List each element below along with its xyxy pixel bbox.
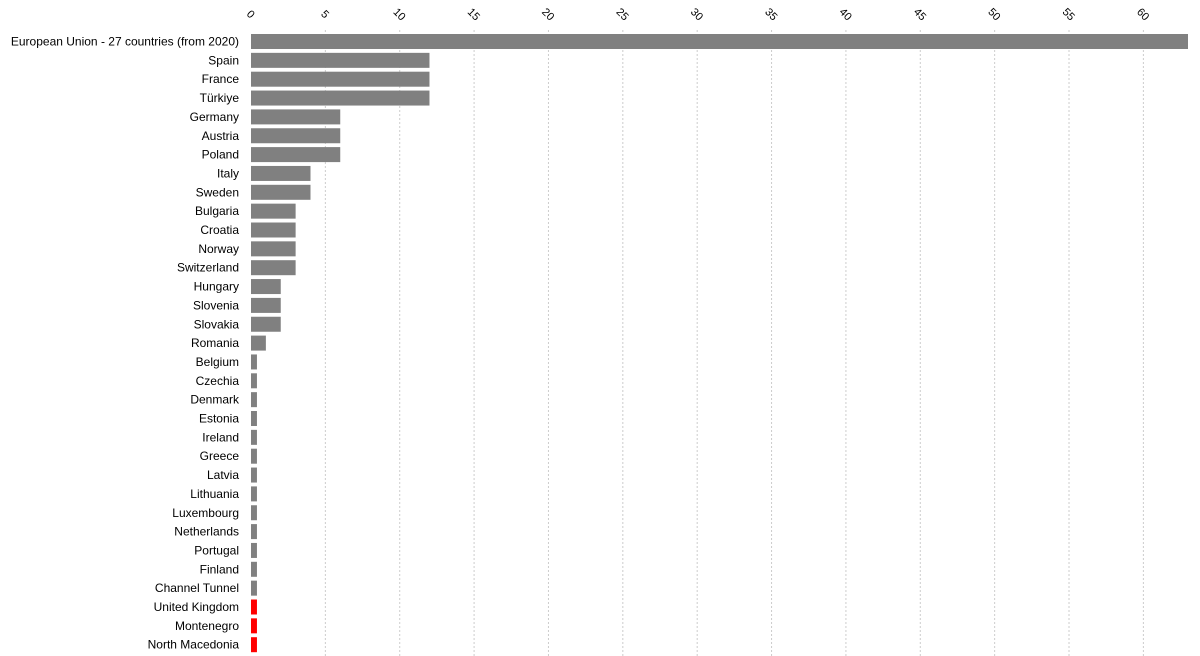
category-label: Switzerland (177, 261, 239, 275)
x-tick-label: 30 (688, 6, 705, 23)
bar (251, 147, 341, 163)
category-label: Poland (202, 148, 239, 162)
category-label: Germany (190, 110, 239, 124)
x-tick-label: 50 (985, 6, 1002, 23)
bar (251, 335, 266, 351)
category-label: Italy (217, 166, 239, 180)
category-label: North Macedonia (148, 638, 240, 652)
category-label: Czechia (196, 374, 240, 388)
category-label: Bulgaria (195, 204, 239, 218)
category-label: Latvia (207, 468, 239, 482)
x-tick-label: 15 (465, 6, 482, 23)
bar (251, 599, 257, 615)
category-label: Austria (202, 129, 240, 143)
bar (251, 542, 257, 558)
category-label: Norway (198, 242, 239, 256)
category-label: Greece (200, 449, 240, 463)
x-tick-label: 0 (244, 8, 257, 21)
x-tick-label: 10 (390, 6, 407, 23)
bar (251, 618, 257, 634)
bar (251, 467, 257, 483)
bar (251, 561, 257, 577)
x-tick-label: 55 (1060, 6, 1077, 23)
bar (251, 279, 281, 295)
x-tick-label: 60 (1134, 6, 1151, 23)
x-tick-label: 25 (614, 6, 631, 23)
bar (251, 165, 311, 181)
bar (251, 580, 257, 596)
x-tick-label: 20 (539, 6, 556, 23)
bar (251, 203, 296, 219)
bar (251, 184, 311, 200)
bar (251, 260, 296, 276)
category-label: Finland (200, 562, 239, 576)
category-label: Türkiye (200, 91, 240, 105)
bar (251, 316, 281, 332)
category-label: Montenegro (175, 619, 239, 633)
category-label: Lithuania (190, 487, 239, 501)
category-label: France (202, 72, 240, 86)
category-label: Estonia (199, 412, 239, 426)
bar (251, 109, 341, 125)
category-labels: European Union - 27 countries (from 2020… (11, 35, 240, 652)
category-label: Channel Tunnel (155, 581, 239, 595)
bar (251, 34, 1188, 49)
bar (251, 411, 257, 426)
category-label: United Kingdom (154, 600, 239, 614)
x-axis-ticks: 0 5 10 15 20 25 30 35 40 45 50 55 60 (244, 6, 1151, 23)
category-label: Denmark (190, 393, 240, 407)
bar (251, 448, 257, 464)
category-label: Netherlands (174, 525, 239, 539)
category-label: Slovenia (193, 298, 239, 312)
category-label: Portugal (194, 543, 239, 557)
category-label: Spain (208, 53, 239, 67)
bar (251, 90, 430, 106)
x-tick-label: 35 (762, 6, 779, 23)
x-tick-label: 40 (837, 6, 854, 23)
category-label: Hungary (194, 280, 239, 294)
category-label: Ireland (202, 430, 239, 444)
bar (251, 505, 257, 521)
bar (251, 128, 341, 144)
bar (251, 297, 281, 313)
bar (251, 637, 257, 653)
bar (251, 71, 430, 87)
category-label: Romania (191, 336, 239, 350)
bar (251, 52, 430, 68)
bar (251, 486, 257, 502)
x-tick-label: 45 (911, 6, 928, 23)
category-label: Luxembourg (172, 506, 239, 520)
bar (251, 354, 257, 370)
bar (251, 373, 257, 389)
category-label: European Union - 27 countries (from 2020… (11, 35, 239, 49)
category-label: Croatia (200, 223, 239, 237)
category-label: Belgium (196, 355, 239, 369)
bar (251, 222, 296, 238)
bar (251, 524, 257, 540)
grid-lines (324, 30, 1144, 656)
bars (251, 34, 1188, 653)
bar (251, 392, 257, 408)
bar (251, 241, 296, 257)
category-label: Sweden (196, 185, 239, 199)
x-tick-label: 5 (318, 8, 331, 21)
bar (251, 429, 257, 445)
category-label: Slovakia (194, 317, 240, 331)
